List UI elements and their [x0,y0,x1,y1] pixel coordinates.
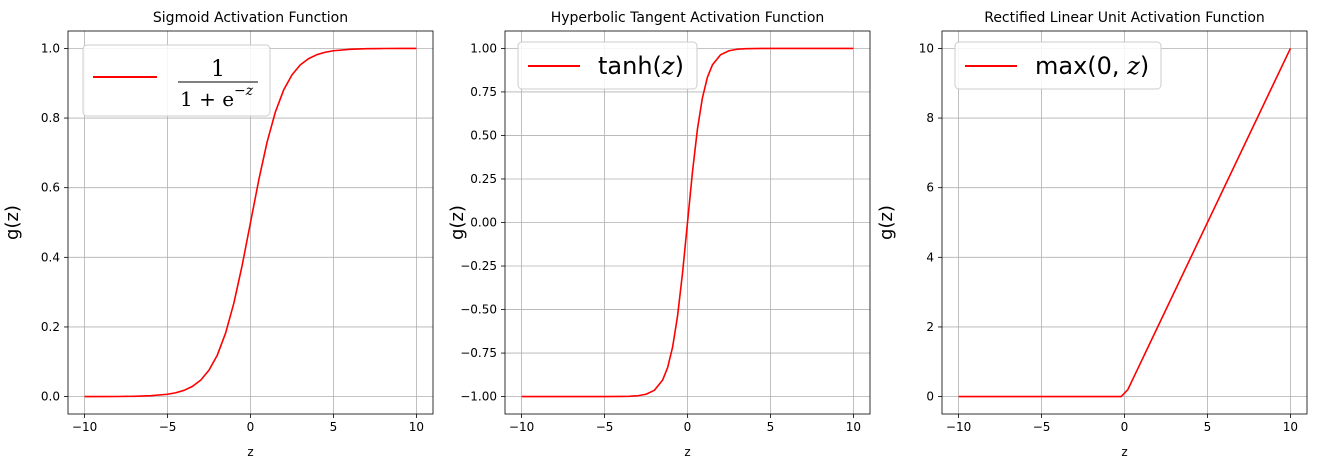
x-axis-label: z [247,445,253,459]
y-tick-label: 4 [926,250,934,264]
y-tick-label: 6 [926,181,934,195]
legend-label-numerator: 1 [211,57,225,82]
chart-title: Sigmoid Activation Function [153,10,348,26]
legend-label-denominator: 1 + e [180,87,234,111]
series-line [958,48,1292,398]
x-tick-label: −5 [159,420,177,434]
y-axis-label: g(z) [876,205,897,240]
legend-label-exponent: −z [234,83,254,99]
y-axis-label: g(z) [2,205,23,240]
legend: tanh(z) [517,41,698,90]
y-tick-label: 0.0 [41,390,60,404]
legend-label: tanh(z) [598,52,684,80]
y-tick-label: 10 [919,41,934,55]
y-tick-label: −0.25 [460,259,497,273]
legend-label: max(0, z) [1035,52,1149,80]
y-tick-label: 0.2 [41,320,60,334]
y-tick-label: 0.6 [41,181,60,195]
y-tick-label: −0.75 [460,346,497,360]
x-tick-label: 10 [409,420,424,434]
y-tick-label: 0.4 [41,250,60,264]
series-line [521,47,854,398]
y-tick-label: 0.00 [470,216,497,230]
x-tick-label: 0 [247,420,255,434]
y-tick-label: 0.50 [470,128,497,142]
chart-title: Hyperbolic Tangent Activation Function [551,10,825,26]
x-tick-label: 10 [846,420,861,434]
legend: max(0, z) [954,41,1162,90]
x-tick-label: −10 [946,420,971,434]
legend-box [954,41,1162,90]
y-tick-label: 0.8 [41,111,60,125]
y-tick-label: −1.00 [460,390,497,404]
y-tick-label: 0 [926,390,934,404]
x-tick-label: 10 [1283,420,1298,434]
x-tick-label: −5 [1033,420,1051,434]
legend: 1 1 + e −z [82,44,271,117]
y-axis-label: g(z) [447,205,468,240]
y-tick-label: 1.00 [470,41,497,55]
chart-panel-1: −10 −5 0 5 10 0.0 0.2 0.4 0.6 0.8 1.0 Sigmoid Activ… [2,10,434,459]
chart-title: Rectified Linear Unit Activation Functio… [984,10,1265,26]
y-tick-label: −0.50 [460,303,497,317]
y-tick-label: 0.25 [470,172,497,186]
y-tick-label: 8 [926,111,934,125]
x-tick-label: −5 [596,420,614,434]
x-tick-label: 0 [684,420,692,434]
x-tick-label: 5 [330,420,338,434]
legend-box [82,44,271,117]
x-tick-label: 5 [1204,420,1212,434]
x-tick-label: −10 [72,420,97,434]
x-axis-label: z [684,445,690,459]
y-tick-label: 0.75 [470,85,497,99]
legend-box [517,41,698,90]
x-tick-label: 0 [1121,420,1129,434]
y-tick-label: 1.0 [41,41,60,55]
x-tick-label: −10 [509,420,534,434]
x-axis-label: z [1121,445,1127,459]
series-line [84,47,417,398]
y-tick-label: 2 [926,320,934,334]
chart-panel-3: −10 −5 0 5 10 0 2 4 6 8 10 Rectified Linear Unit Ac… [876,10,1308,459]
chart-panel-2: −10 −5 0 5 10 −1.00 −0.75 −0.50 −0.25 0.00 0.25 0.5… [447,10,871,459]
x-tick-label: 5 [767,420,775,434]
